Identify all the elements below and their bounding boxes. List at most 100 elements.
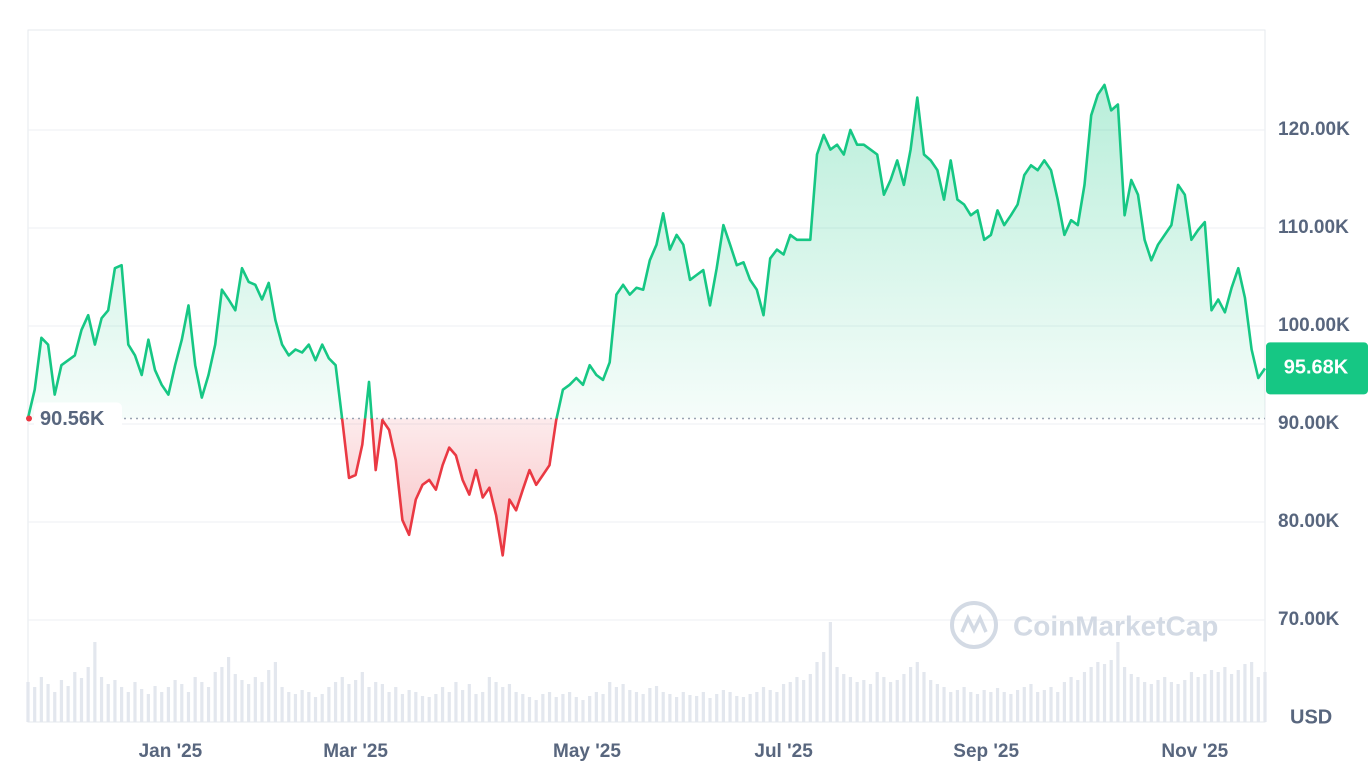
volume-bar: [1096, 662, 1100, 722]
volume-bar: [481, 692, 485, 722]
volume-bar: [414, 692, 418, 722]
volume-bar: [273, 662, 277, 722]
y-tick-label: 70.00K: [1278, 609, 1340, 630]
volume-bar: [293, 694, 298, 722]
volume-bar: [1263, 672, 1267, 722]
volume-bar: [875, 672, 879, 722]
volume-bar: [1229, 674, 1234, 722]
volume-bar: [374, 682, 378, 722]
volume-bar: [1143, 682, 1147, 722]
watermark: CoinMarketCap: [950, 601, 1218, 649]
volume-bar: [1056, 692, 1060, 722]
volume-bar: [1002, 692, 1006, 722]
volume-bar: [1022, 687, 1026, 722]
volume-bar: [541, 694, 545, 722]
volume-bar: [975, 694, 980, 722]
volume-bar: [1250, 662, 1254, 722]
volume-bar: [501, 687, 505, 722]
volume-bar: [534, 700, 538, 722]
volume-bar: [1009, 694, 1013, 722]
volume-bar: [701, 692, 705, 722]
volume-bar: [935, 684, 939, 722]
volume-bar: [140, 689, 144, 722]
volume-bar: [668, 694, 672, 722]
volume-bar: [761, 687, 766, 722]
volume-bar: [320, 694, 324, 722]
baseline-label: 90.56K: [40, 408, 105, 430]
volume-bar: [641, 694, 645, 722]
volume-bar: [367, 687, 371, 722]
volume-bar: [969, 692, 973, 722]
series: [26, 83, 1267, 557]
volume-bar: [581, 700, 585, 722]
volume-bar: [1203, 674, 1207, 722]
volume-bar: [1069, 677, 1073, 722]
volume-bar: [113, 680, 117, 722]
volume-bar: [120, 687, 124, 722]
baseline-dot: [26, 415, 32, 422]
volume-bar: [53, 692, 57, 722]
volume-bar: [66, 686, 70, 722]
volume-bar: [835, 667, 839, 722]
volume-bar: [755, 692, 759, 722]
volume-bar: [186, 692, 191, 722]
volume-bar: [253, 677, 257, 722]
volume-bar: [447, 692, 451, 722]
volume-bar: [354, 680, 358, 722]
volume-bar: [1129, 674, 1133, 722]
volume-bar: [648, 688, 652, 722]
volume-bar: [735, 696, 739, 722]
volume-bar: [808, 674, 812, 722]
volume-bar: [728, 692, 732, 722]
volume-bar: [654, 686, 659, 722]
volume-bar: [59, 680, 64, 722]
volume-bar: [247, 684, 251, 722]
volume-bar: [333, 682, 338, 722]
volume-bar: [674, 697, 679, 722]
price-line: [26, 83, 1267, 557]
x-tick-label: Mar '25: [323, 741, 388, 761]
volume-bar: [802, 680, 806, 722]
volume-bar: [601, 694, 605, 722]
volume-bar: [99, 677, 104, 722]
volume-bar: [828, 622, 832, 722]
volume-bar: [929, 680, 933, 722]
volume-bar: [1042, 690, 1046, 722]
volume-bar: [394, 687, 398, 722]
volume-bar: [1243, 664, 1247, 722]
volume-bar: [955, 690, 960, 722]
volume-bar: [862, 680, 866, 722]
volume-bar: [467, 684, 471, 722]
volume-bar: [681, 692, 685, 722]
volume-bar: [995, 688, 1000, 722]
volume-bar: [855, 682, 859, 722]
volume-bar: [440, 687, 445, 722]
volume-bar: [133, 682, 137, 722]
volume-bar: [1076, 680, 1080, 722]
volume-bar: [574, 697, 578, 722]
volume-bar: [73, 672, 77, 722]
y-tick-label: 90.00K: [1278, 413, 1340, 434]
volume-bar: [1082, 672, 1087, 722]
volume-bar: [360, 672, 364, 722]
volume-bar: [173, 680, 177, 722]
volume-bar: [1196, 677, 1200, 722]
volume-bar: [527, 697, 532, 722]
volume-bar: [33, 687, 37, 722]
volume-bar: [487, 677, 491, 722]
area-fill: [28, 84, 1265, 556]
volume-bar: [815, 662, 819, 722]
volume-bar: [420, 696, 425, 722]
volume-bar: [340, 677, 344, 722]
volume-bar: [233, 674, 237, 722]
volume-bar: [160, 692, 164, 722]
y-tick-label: 110.00K: [1278, 217, 1349, 238]
volume-bar: [26, 682, 30, 722]
volume-bar: [1036, 692, 1040, 722]
volume-bar: [882, 677, 886, 722]
volume-bar: [86, 667, 90, 722]
volume-bar: [547, 692, 552, 722]
volume-bar: [387, 692, 391, 722]
volume-bar: [494, 682, 498, 722]
x-tick-label: Nov '25: [1161, 741, 1228, 761]
